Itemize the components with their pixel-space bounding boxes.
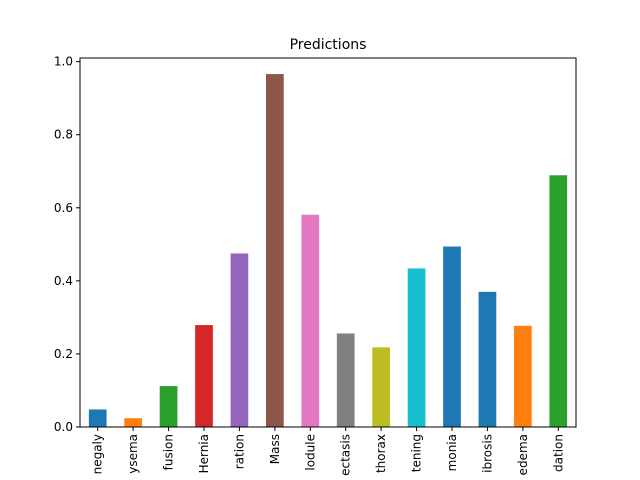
bar-9 — [407, 268, 426, 427]
chart-title: Predictions — [290, 37, 367, 53]
bar-4 — [230, 253, 249, 427]
y-axis: 0.0 0.2 0.4 0.6 0.8 1.0 — [54, 55, 80, 434]
y-tick-label-2: 0.4 — [54, 274, 73, 288]
bar-6 — [301, 214, 320, 427]
bar-8 — [372, 347, 390, 427]
plot-frame — [79, 57, 577, 428]
bar-5 — [266, 74, 284, 427]
x-tick-label-1: ysema — [126, 434, 140, 474]
y-tick-label-5: 1.0 — [54, 55, 73, 69]
y-tick-label-1: 0.2 — [54, 347, 73, 361]
x-tick-label-0: negaly — [91, 434, 105, 474]
x-tick-label-2: fusion — [162, 434, 176, 470]
bar-2 — [159, 386, 178, 427]
x-tick-label-10: monia — [445, 434, 459, 471]
x-tick-label-11: ibrosis — [480, 434, 494, 473]
bar-3 — [195, 325, 213, 427]
x-axis: negaly ysema fusion Hernia ration Mass lodule e… — [91, 427, 565, 476]
x-tick-label-3: Hernia — [197, 434, 211, 473]
bar-12 — [514, 325, 532, 427]
x-tick-label-13: dation — [551, 434, 565, 472]
y-tick-label-0: 0.0 — [54, 420, 73, 434]
x-tick-label-5: Mass — [268, 434, 282, 464]
bars — [88, 74, 568, 427]
x-tick-label-4: ration — [232, 434, 246, 469]
bar-11 — [478, 291, 497, 427]
bar-7 — [336, 333, 355, 427]
x-tick-label-9: tening — [410, 434, 424, 472]
x-tick-label-12: edema — [516, 434, 530, 475]
y-tick-label-4: 0.8 — [54, 128, 73, 142]
x-tick-label-8: thorax — [374, 434, 388, 473]
bar-0 — [88, 409, 107, 427]
y-tick-label-3: 0.6 — [54, 201, 73, 215]
bar-10 — [443, 246, 461, 427]
x-tick-label-7: ectasis — [339, 434, 353, 476]
bar-13 — [549, 175, 568, 427]
x-tick-label-6: lodule — [303, 434, 317, 471]
bar-1 — [124, 418, 142, 427]
